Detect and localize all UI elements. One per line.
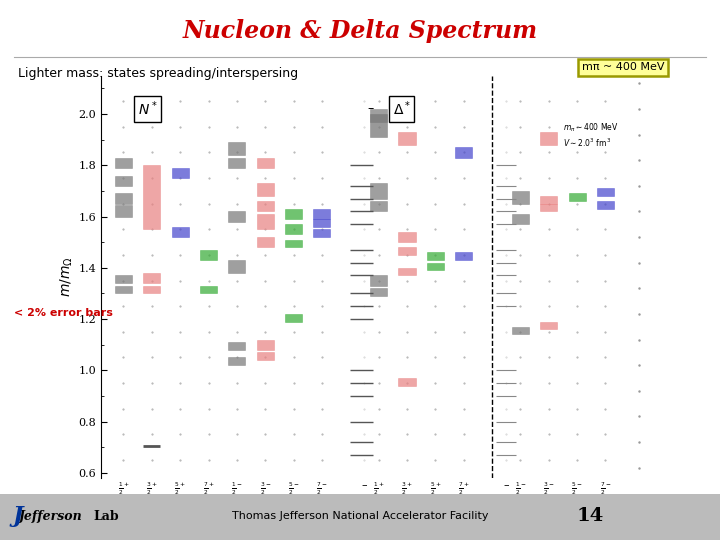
Text: $\frac{5}{2}^{\!+}$: $\frac{5}{2}^{\!+}$ xyxy=(430,481,441,497)
Text: $\frac{1}{2}^{\!-}$: $\frac{1}{2}^{\!-}$ xyxy=(515,481,526,497)
Bar xyxy=(540,132,557,145)
Text: $m_\pi \sim 400\ \mathrm{MeV}$
$V \sim 2.0^3\ \mathrm{fm}^3$: $m_\pi \sim 400\ \mathrm{MeV}$ $V \sim 2… xyxy=(563,122,618,148)
Text: 14: 14 xyxy=(577,507,604,525)
Bar xyxy=(540,204,557,211)
Bar xyxy=(285,240,302,247)
Bar xyxy=(171,227,189,237)
Bar xyxy=(540,196,557,204)
Bar xyxy=(398,247,415,255)
Bar xyxy=(313,219,330,227)
Bar xyxy=(115,193,132,204)
Bar xyxy=(540,322,557,329)
Text: –: – xyxy=(503,481,509,490)
Bar xyxy=(143,286,161,293)
Bar xyxy=(257,214,274,230)
Text: $\frac{3}{2}^{\!-}$: $\frac{3}{2}^{\!-}$ xyxy=(543,481,554,497)
Bar xyxy=(512,191,529,204)
Text: $\frac{1}{2}^{\!+}$: $\frac{1}{2}^{\!+}$ xyxy=(118,481,129,497)
Bar xyxy=(313,230,330,237)
Bar xyxy=(257,183,274,196)
Bar xyxy=(370,275,387,286)
Bar xyxy=(115,205,132,217)
Bar xyxy=(257,201,274,211)
Text: Lighter mass: states spreading/interspersing: Lighter mass: states spreading/intersper… xyxy=(18,68,298,80)
Text: $\frac{7}{2}^{\!-}$: $\frac{7}{2}^{\!-}$ xyxy=(316,481,328,497)
Text: $\frac{3}{2}^{\!+}$: $\frac{3}{2}^{\!+}$ xyxy=(146,481,158,497)
Text: < 2% error bars: < 2% error bars xyxy=(14,308,113,318)
Bar xyxy=(370,114,387,137)
Bar xyxy=(597,201,614,209)
Bar xyxy=(228,260,246,273)
Text: $\frac{5}{2}^{\!+}$: $\frac{5}{2}^{\!+}$ xyxy=(174,481,186,497)
Bar xyxy=(257,352,274,360)
Bar xyxy=(143,273,161,283)
Text: $\frac{3}{2}^{\!-}$: $\frac{3}{2}^{\!-}$ xyxy=(260,481,271,497)
Text: $\Delta^*$: $\Delta^*$ xyxy=(393,99,411,118)
Bar xyxy=(370,288,387,296)
Text: Thomas Jefferson National Accelerator Facility: Thomas Jefferson National Accelerator Fa… xyxy=(232,511,488,521)
Bar xyxy=(285,224,302,234)
Text: mπ ~ 400 MeV: mπ ~ 400 MeV xyxy=(582,63,664,72)
Text: $N^*$: $N^*$ xyxy=(138,99,158,118)
Text: Nucleon & Delta Spectrum: Nucleon & Delta Spectrum xyxy=(182,19,538,43)
Bar xyxy=(115,275,132,283)
Text: $\frac{7}{2}^{\!-}$: $\frac{7}{2}^{\!-}$ xyxy=(600,481,611,497)
Text: $\frac{5}{2}^{\!-}$: $\frac{5}{2}^{\!-}$ xyxy=(288,481,300,497)
Text: $\frac{1}{2}^{\!-}$: $\frac{1}{2}^{\!-}$ xyxy=(231,481,243,497)
Bar xyxy=(370,109,387,122)
Bar xyxy=(512,214,529,224)
Bar xyxy=(228,158,246,168)
Text: $\frac{1}{2}^{\!+}$: $\frac{1}{2}^{\!+}$ xyxy=(373,481,384,497)
Bar xyxy=(427,262,444,271)
Bar xyxy=(313,209,330,219)
Bar xyxy=(257,158,274,168)
Text: $\frac{3}{2}^{\!+}$: $\frac{3}{2}^{\!+}$ xyxy=(401,481,413,497)
Bar xyxy=(115,176,132,186)
Text: $\frac{7}{2}^{\!+}$: $\frac{7}{2}^{\!+}$ xyxy=(203,481,215,497)
Text: J: J xyxy=(13,505,23,527)
Bar xyxy=(455,252,472,260)
Bar xyxy=(200,286,217,293)
Bar xyxy=(370,201,387,211)
Bar xyxy=(370,183,387,199)
Bar xyxy=(285,209,302,219)
Bar xyxy=(257,237,274,247)
Bar xyxy=(228,211,246,221)
Text: $\frac{7}{2}^{\!+}$: $\frac{7}{2}^{\!+}$ xyxy=(458,481,469,497)
Text: –: – xyxy=(367,103,374,116)
Bar xyxy=(200,250,217,260)
Bar xyxy=(115,158,132,168)
Bar xyxy=(427,252,444,260)
Bar xyxy=(228,342,246,350)
Bar xyxy=(285,314,302,322)
Bar xyxy=(597,188,614,196)
Bar xyxy=(115,286,132,293)
Bar xyxy=(228,142,246,155)
Bar xyxy=(228,357,246,365)
Bar xyxy=(171,168,189,178)
Bar xyxy=(398,232,415,242)
Text: Jefferson: Jefferson xyxy=(19,510,82,523)
Bar xyxy=(455,147,472,158)
Text: –: – xyxy=(361,481,367,490)
Bar xyxy=(257,340,274,350)
Bar xyxy=(512,327,529,334)
Bar xyxy=(398,378,415,386)
Y-axis label: $m/m_{\Omega}$: $m/m_{\Omega}$ xyxy=(59,256,76,297)
Bar xyxy=(398,132,415,145)
Bar xyxy=(398,268,415,275)
Text: Lab: Lab xyxy=(94,510,120,523)
Bar xyxy=(143,165,161,230)
Bar xyxy=(569,193,585,201)
Text: $\frac{5}{2}^{\!-}$: $\frac{5}{2}^{\!-}$ xyxy=(572,481,582,497)
